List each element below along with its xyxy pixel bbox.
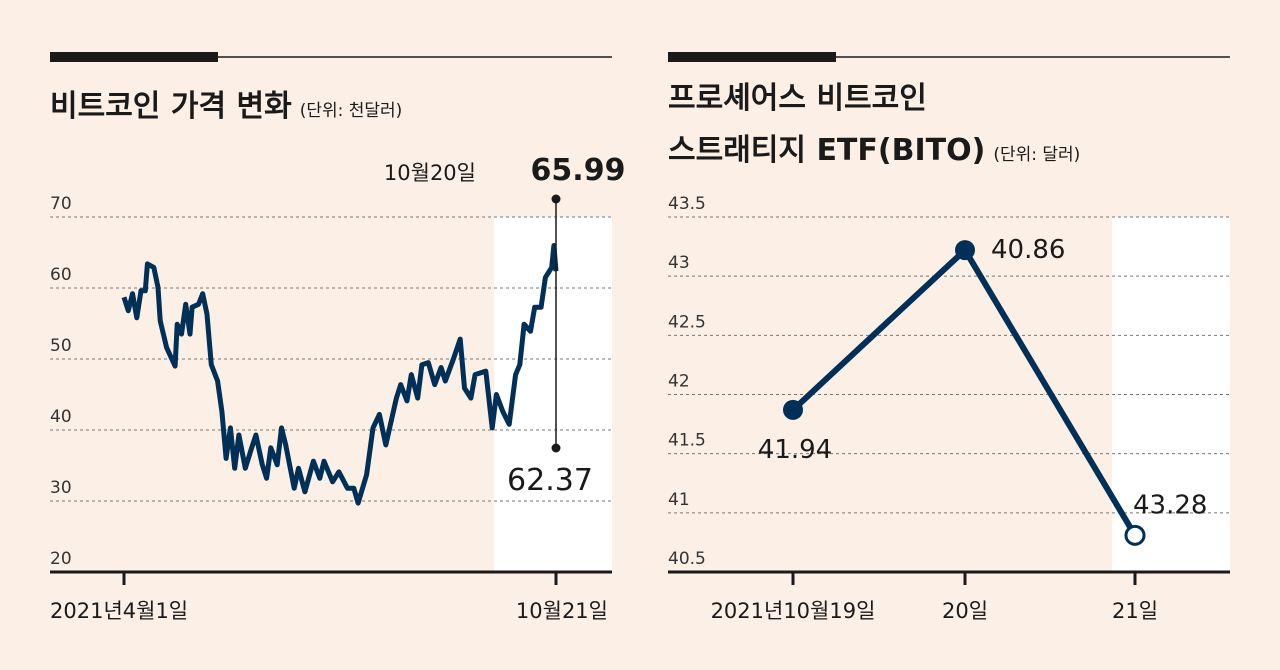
header-bar-left xyxy=(50,52,218,62)
chart2-y-tick-label: 42 xyxy=(668,372,690,392)
annotation-bottom-dot xyxy=(551,443,561,453)
chart2-data-label: 40.86 xyxy=(991,235,1065,265)
chart2-data-point xyxy=(955,240,975,261)
annotation-bottom-value: 62.37 xyxy=(507,463,593,498)
chart2-grid: 43.5 43 42.5 42 41.5 41 40.5 xyxy=(668,194,1230,569)
chart2-data-label: 43.28 xyxy=(1133,490,1207,520)
chart2-series-line xyxy=(790,247,1138,537)
chart2-data-point xyxy=(783,399,803,420)
chart2-y-tick-label: 41.5 xyxy=(668,431,706,451)
chart2-y-tick-label: 43.5 xyxy=(668,194,706,214)
chart1-y-tick-label: 60 xyxy=(50,265,72,285)
chart1-y-tick-label: 40 xyxy=(50,407,72,427)
chart2-title-line1: 프로셰어스 비트코인 xyxy=(668,81,927,116)
chart1-xlabel-start: 2021년4월1일 xyxy=(50,599,188,623)
annotation-top-date: 10월20일 xyxy=(384,161,476,185)
chart2-title-line2: 스트래티지 ETF(BITO) (단위: 달러) xyxy=(668,133,1080,168)
chart1-y-tick-label: 70 xyxy=(50,194,72,214)
chart1-series-line xyxy=(121,243,559,506)
chart1-title: 비트코인 가격 변화 (단위: 천달러) xyxy=(50,89,402,124)
chart2-y-tick-label: 41 xyxy=(668,490,690,510)
chart2-x-tick-label: 21일 xyxy=(1112,599,1158,623)
chart2-y-tick-label: 42.5 xyxy=(668,312,706,332)
chart2-y-tick-label: 40.5 xyxy=(668,549,706,569)
chart1-y-tick-label: 20 xyxy=(50,549,72,569)
chart2-y-tick-label: 43 xyxy=(668,253,690,273)
chart2-x-tick-label: 20일 xyxy=(942,599,988,623)
chart1-xlabel-end: 10월21일 xyxy=(516,599,608,623)
annotation-top-dot xyxy=(551,194,561,204)
annotation-top-value: 65.99 xyxy=(531,153,626,188)
chart1-y-tick-label: 50 xyxy=(50,336,72,356)
chart2-data-label: 41.94 xyxy=(758,435,832,465)
header-bar-right xyxy=(668,52,836,62)
chart2-x-tick-label: 2021년10월19일 xyxy=(711,599,876,623)
chart2-data-point xyxy=(1124,524,1146,546)
chart1-y-tick-label: 30 xyxy=(50,478,72,498)
chart2-points: 41.94 40.86 43.28 xyxy=(758,235,1207,546)
chart1-grid: 70 60 50 40 30 20 xyxy=(50,194,612,569)
chart2-x-ticks: 2021년10월19일 20일 21일 xyxy=(711,572,1158,623)
